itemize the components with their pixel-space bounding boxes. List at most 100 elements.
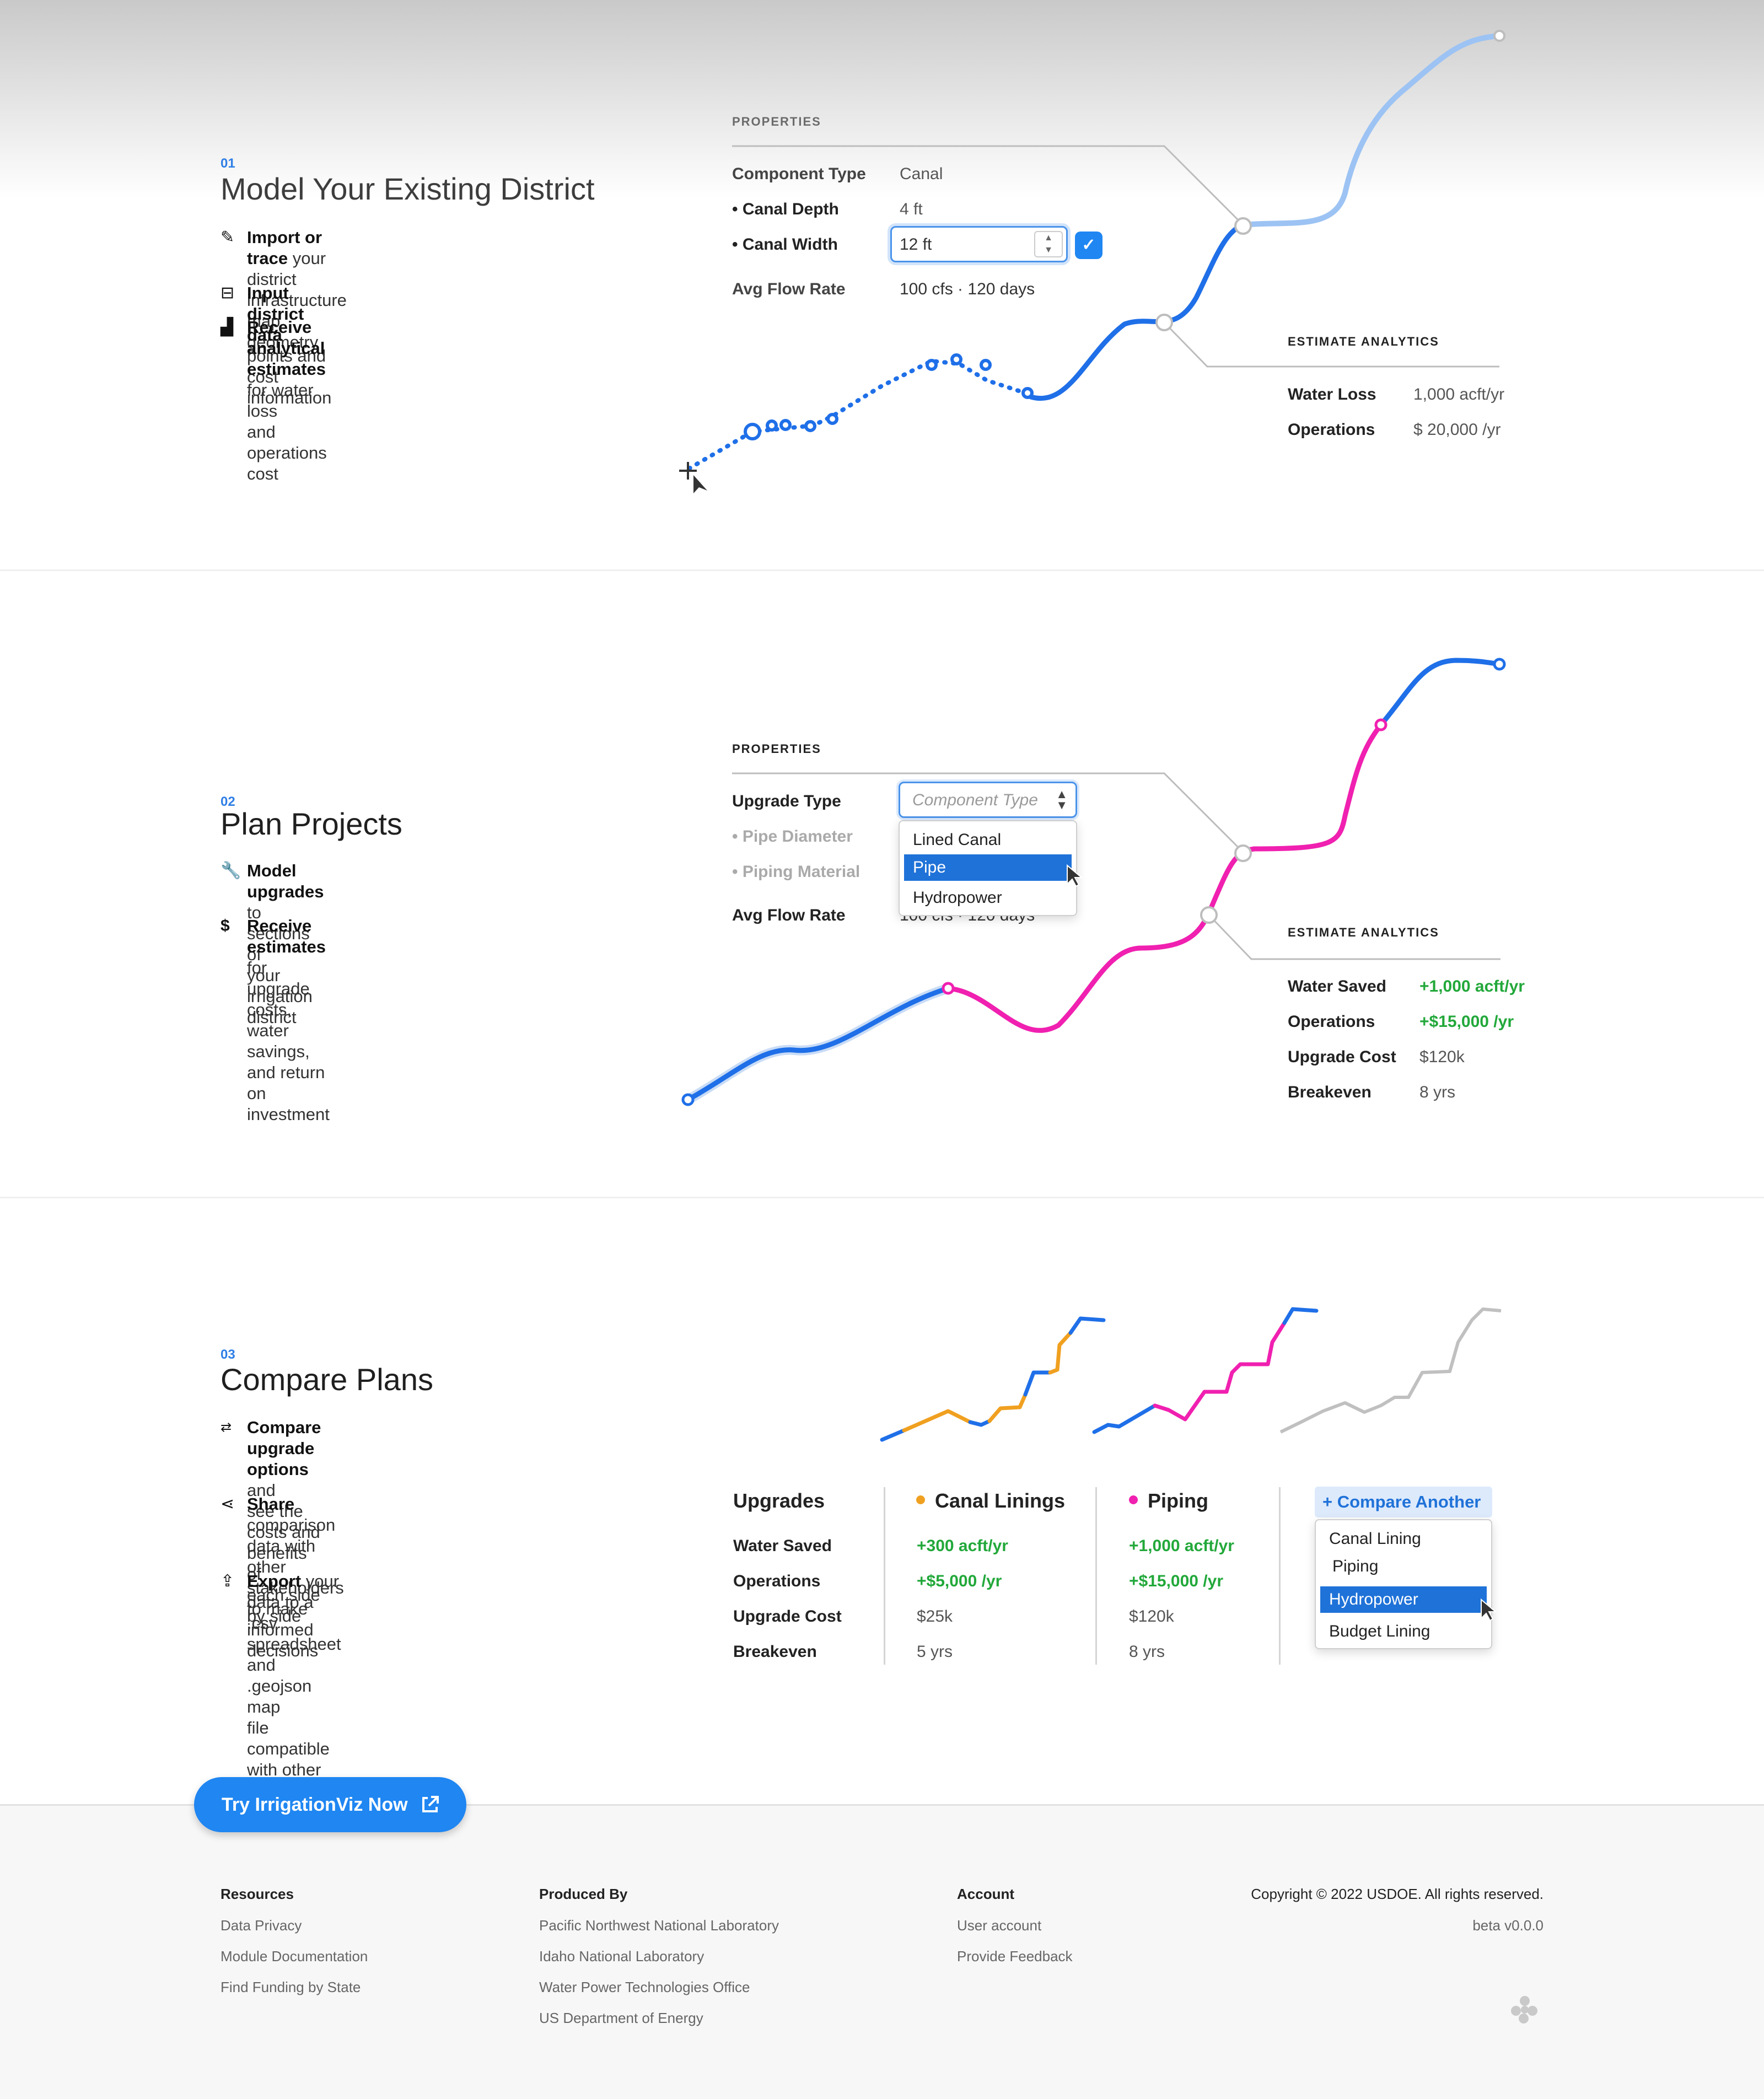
analytics-label: Water Saved bbox=[1288, 977, 1386, 995]
upgrade-path-graphic bbox=[681, 658, 1506, 1106]
analytics-label: Water Loss bbox=[1288, 385, 1376, 403]
comparison-mini-paths bbox=[880, 1307, 1502, 1442]
prop-label: Avg Flow Rate bbox=[732, 906, 846, 924]
dropdown-option-selected[interactable]: Pipe bbox=[904, 854, 1072, 881]
traced-route-dashed bbox=[687, 358, 1028, 471]
prop-label: • Canal Width bbox=[732, 235, 838, 254]
crosshair-cursor-icon bbox=[679, 462, 697, 480]
section-divider bbox=[0, 1197, 1764, 1198]
prop-label: Avg Flow Rate bbox=[732, 280, 846, 298]
column-header-canal-linings: Canal Linings bbox=[916, 1489, 1065, 1513]
dollar-icon: $ bbox=[220, 917, 230, 935]
footer: Resources Data Privacy Module Documentat… bbox=[0, 1804, 1764, 2099]
compare-options-dropdown: Canal Lining Piping Hydropower Budget Li… bbox=[1315, 1519, 1492, 1649]
comparison-value: 5 yrs bbox=[917, 1643, 953, 1661]
comparison-row-header: Upgrades bbox=[733, 1489, 825, 1512]
comparison-row-label: Upgrade Cost bbox=[733, 1607, 842, 1626]
properties-leader-line bbox=[732, 145, 1244, 226]
database-input-icon: ⊟ bbox=[220, 284, 235, 302]
footer-link[interactable]: Provide Feedback bbox=[957, 1948, 1073, 1965]
analytics-label: Upgrade Cost bbox=[1288, 1048, 1396, 1066]
prop-value: Canal bbox=[900, 165, 943, 183]
column-divider bbox=[1279, 1487, 1281, 1665]
canal-width-input[interactable]: 12 ft ▲ ▼ bbox=[890, 226, 1068, 262]
comparison-value: 8 yrs bbox=[1129, 1643, 1165, 1661]
properties-heading: PROPERTIES bbox=[732, 115, 821, 128]
section-title: Model Your Existing District bbox=[220, 171, 595, 206]
footer-link[interactable]: Idaho National Laboratory bbox=[539, 1948, 704, 1965]
comparison-row-label: Water Saved bbox=[733, 1537, 832, 1555]
prop-value: 100 cfs · 120 days bbox=[900, 280, 1035, 298]
share-icon: ⋖ bbox=[220, 1495, 235, 1513]
analytics-value: +1,000 acft/yr bbox=[1419, 977, 1525, 995]
mini-path-canal-linings bbox=[880, 1316, 1106, 1442]
footer-link[interactable]: US Department of Energy bbox=[539, 2010, 703, 2026]
version-text: beta v0.0.0 bbox=[1472, 1917, 1544, 1934]
footer-link[interactable]: Find Funding by State bbox=[220, 1979, 361, 1995]
pencil-icon: ✎ bbox=[220, 228, 235, 246]
color-dot bbox=[916, 1495, 925, 1505]
route-segment-main bbox=[1028, 222, 1246, 401]
comparison-row-label: Breakeven bbox=[733, 1643, 817, 1661]
footer-link[interactable]: Data Privacy bbox=[220, 1917, 302, 1934]
dropdown-option[interactable]: Hydropower bbox=[913, 889, 1002, 907]
section-number: 01 bbox=[220, 156, 235, 171]
bar-chart-icon: ▟ bbox=[220, 318, 234, 336]
analytics-value: +$15,000 /yr bbox=[1419, 1013, 1514, 1031]
column-divider bbox=[884, 1487, 885, 1665]
prop-value: 4 ft bbox=[900, 200, 923, 218]
dropdown-option[interactable]: Lined Canal bbox=[913, 831, 1002, 849]
number-stepper[interactable]: ▲ ▼ bbox=[1034, 231, 1063, 257]
copyright-text: Copyright © 2022 USDOE. All rights reser… bbox=[1251, 1886, 1544, 1902]
lab-logo-icon bbox=[1511, 1996, 1537, 2023]
dropdown-option[interactable]: Budget Lining bbox=[1329, 1622, 1430, 1640]
footer-link[interactable]: User account bbox=[957, 1917, 1042, 1934]
canal-path-graphic bbox=[679, 30, 1505, 493]
section-title: Compare Plans bbox=[220, 1362, 433, 1397]
dropdown-option[interactable]: Piping bbox=[1332, 1557, 1379, 1575]
analytics-value: 1,000 acft/yr bbox=[1413, 385, 1505, 403]
compare-arrows-icon: ⇄ bbox=[220, 1420, 232, 1435]
analytics-value: 8 yrs bbox=[1419, 1083, 1456, 1101]
dropdown-option-selected[interactable]: Hydropower bbox=[1320, 1586, 1487, 1613]
prop-label: Component Type bbox=[732, 165, 866, 183]
prop-label: Upgrade Type bbox=[732, 792, 841, 810]
mini-path-compare-another bbox=[1279, 1307, 1502, 1434]
prop-label: • Pipe Diameter bbox=[732, 827, 853, 846]
upgrade-type-dropdown: Lined Canal Pipe Hydropower bbox=[899, 820, 1077, 916]
route-segment-existing bbox=[685, 986, 951, 1102]
analytics-value: $ 20,000 /yr bbox=[1413, 421, 1501, 439]
analytics-heading: ESTIMATE ANALYTICS bbox=[1288, 335, 1439, 348]
column-divider bbox=[1095, 1487, 1097, 1665]
confirm-check-button[interactable]: ✓ bbox=[1075, 232, 1102, 259]
comparison-value: +300 acft/yr bbox=[917, 1537, 1008, 1555]
analytics-label: Operations bbox=[1288, 1013, 1375, 1031]
cursor-icon bbox=[1067, 864, 1083, 887]
column-header-piping: Piping bbox=[1129, 1489, 1208, 1513]
try-irrigationviz-button[interactable]: Try IrrigationViz Now bbox=[194, 1777, 466, 1832]
analytics-leader-line bbox=[1162, 320, 1499, 368]
upgrade-type-select[interactable]: Component Type ▲ ▼ bbox=[899, 782, 1077, 818]
comparison-value: $25k bbox=[917, 1607, 953, 1626]
footer-link[interactable]: Pacific Northwest National Laboratory bbox=[539, 1917, 779, 1934]
cursor-icon bbox=[693, 475, 707, 493]
wrench-icon: 🔧 bbox=[220, 862, 241, 880]
compare-another-button[interactable]: + Compare Another bbox=[1315, 1487, 1492, 1517]
section-number: 03 bbox=[220, 1347, 235, 1362]
cursor-icon bbox=[1481, 1599, 1497, 1622]
footer-link[interactable]: Water Power Technologies Office bbox=[539, 1979, 750, 1995]
analytics-label: Operations bbox=[1288, 421, 1375, 439]
properties-heading: PROPERTIES bbox=[732, 742, 821, 756]
comparison-value: $120k bbox=[1129, 1607, 1174, 1626]
analytics-label: Breakeven bbox=[1288, 1083, 1372, 1101]
footer-link[interactable]: Module Documentation bbox=[220, 1948, 368, 1965]
footer-heading: Produced By bbox=[539, 1886, 628, 1902]
section-title: Plan Projects bbox=[220, 806, 402, 841]
prop-label: • Piping Material bbox=[732, 863, 861, 881]
section-divider bbox=[0, 569, 1764, 571]
analytics-value: $120k bbox=[1419, 1048, 1465, 1066]
external-link-icon bbox=[422, 1796, 439, 1812]
mini-path-piping bbox=[1092, 1307, 1319, 1434]
dropdown-option[interactable]: Canal Lining bbox=[1329, 1530, 1421, 1548]
top-gradient bbox=[0, 0, 1764, 198]
